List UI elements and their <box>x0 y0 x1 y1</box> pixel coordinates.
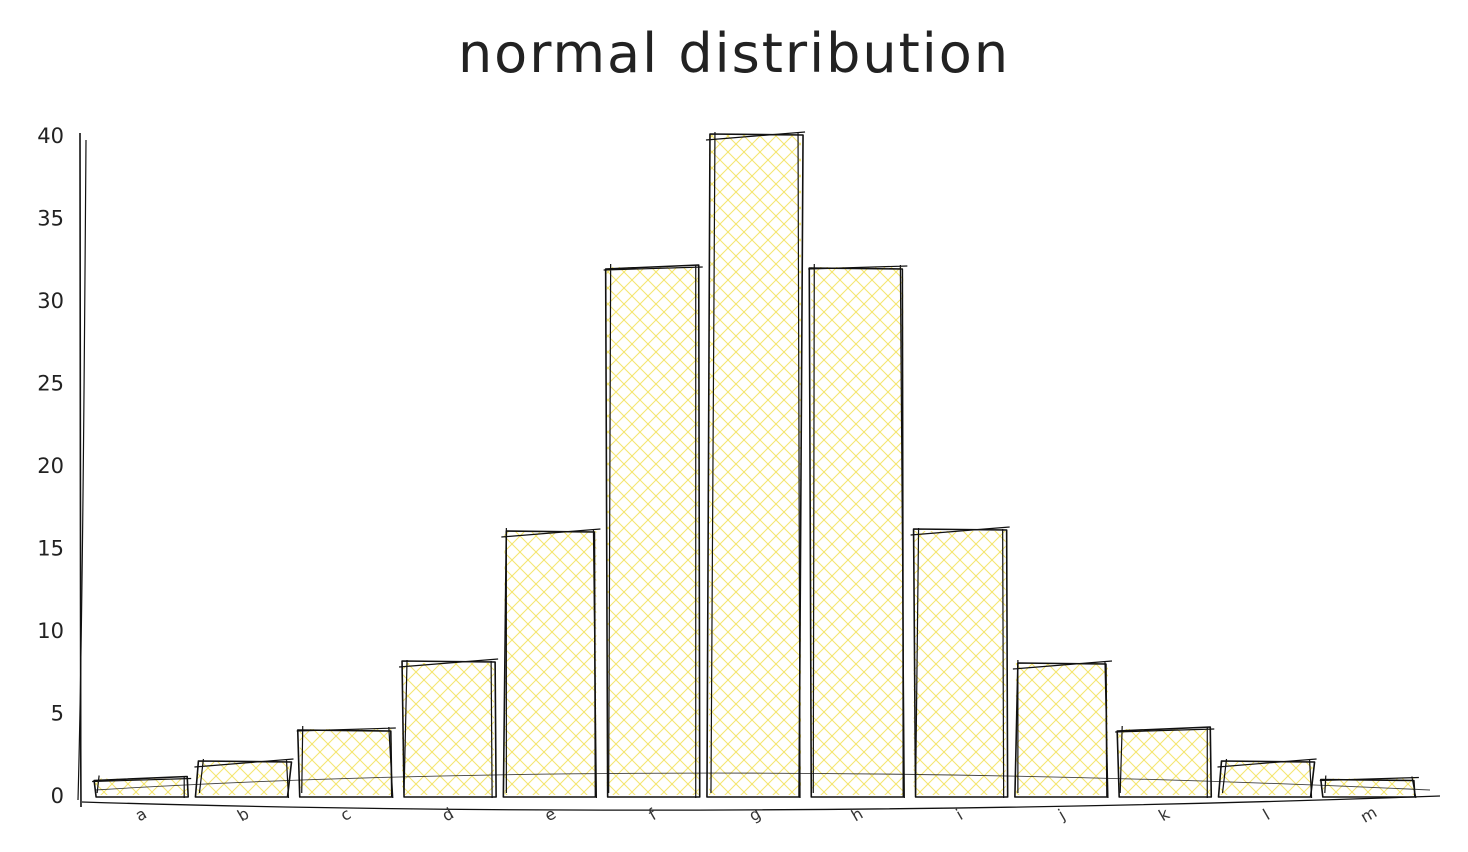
y-tick-label: 35 <box>37 207 64 231</box>
y-tick-label: 15 <box>37 537 64 561</box>
y-tick-label: 10 <box>37 619 64 643</box>
y-tick-label: 20 <box>37 454 64 478</box>
x-tick-label: c <box>337 804 354 825</box>
y-tick-label: 30 <box>37 289 64 313</box>
bars <box>92 131 1419 799</box>
y-tick-label: 0 <box>51 784 64 808</box>
bar <box>1217 758 1317 799</box>
bar <box>92 775 192 798</box>
x-tick-label: k <box>1155 804 1173 825</box>
x-tick-label: e <box>541 804 559 825</box>
x-tick-label: l <box>1260 805 1273 824</box>
bar <box>910 526 1010 799</box>
y-tick-label: 25 <box>37 372 64 396</box>
bar <box>1115 725 1215 798</box>
x-tick-label: b <box>234 804 252 826</box>
chart-title: normal distribution <box>457 22 1011 85</box>
x-axis-line-sketch <box>94 772 1431 791</box>
y-tick-label: 40 <box>37 124 64 148</box>
y-axis-line <box>78 132 82 808</box>
x-tick-label: m <box>1357 802 1380 826</box>
y-axis: 0 5 10 15 20 25 30 35 40 <box>37 124 87 808</box>
x-tick-label: h <box>848 804 866 826</box>
bar <box>501 528 601 799</box>
bar <box>1319 775 1419 799</box>
bar <box>1012 660 1113 799</box>
x-tick-label: j <box>1054 805 1068 824</box>
x-tick-label: d <box>439 804 457 826</box>
bar <box>705 131 806 799</box>
x-axis-line <box>81 795 1441 811</box>
bar <box>296 725 396 799</box>
bar <box>603 263 703 798</box>
y-tick-label: 5 <box>51 702 64 726</box>
bar <box>398 658 499 799</box>
x-tick-label: a <box>132 804 150 825</box>
x-tick-label: f <box>645 805 660 824</box>
x-tick-label: g <box>746 804 764 826</box>
bar <box>808 263 908 799</box>
y-axis-line-sketch <box>77 139 87 801</box>
bar <box>194 758 294 799</box>
